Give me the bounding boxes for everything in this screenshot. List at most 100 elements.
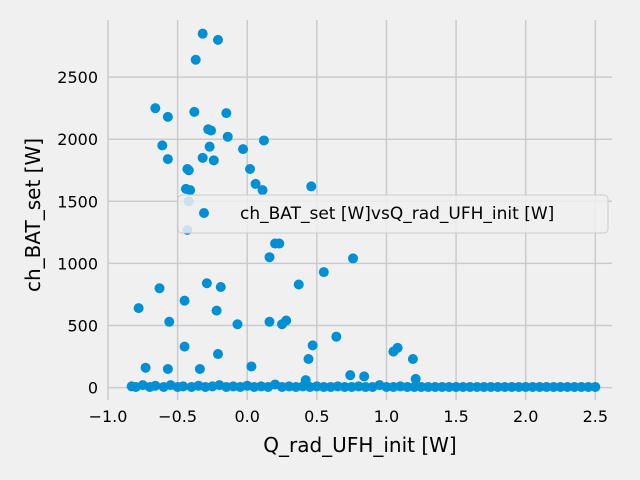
scatter-point <box>506 381 517 392</box>
data-points <box>126 28 601 392</box>
x-tick-label: −1.0 <box>89 407 128 426</box>
y-tick-label: 1500 <box>57 192 98 211</box>
scatter-point <box>423 381 434 392</box>
scatter-point <box>185 185 196 196</box>
scatter-point <box>164 316 175 327</box>
scatter-point <box>402 381 413 392</box>
y-tick-label: 0 <box>88 379 98 398</box>
scatter-point <box>464 381 475 392</box>
scatter-point <box>499 381 510 392</box>
scatter-point <box>360 381 371 392</box>
scatter-point <box>534 381 545 392</box>
scatter-point <box>381 381 392 392</box>
scatter-point <box>590 381 601 392</box>
scatter-point <box>150 380 161 391</box>
scatter-point <box>208 155 219 166</box>
scatter-point <box>513 381 524 392</box>
x-tick-label: 0.0 <box>234 407 259 426</box>
scatter-point <box>250 178 261 189</box>
x-axis-label: Q_rad_UFH_init [W] <box>263 433 456 457</box>
scatter-point <box>154 283 165 294</box>
scatter-point <box>222 131 233 142</box>
scatter-point <box>245 164 256 175</box>
scatter-point <box>162 154 173 165</box>
y-tick-label: 500 <box>67 316 98 335</box>
scatter-point <box>478 381 489 392</box>
scatter-point <box>140 362 151 373</box>
scatter-point <box>527 381 538 392</box>
scatter-point <box>318 381 329 392</box>
scatter-point <box>345 370 356 381</box>
scatter-point <box>416 381 427 392</box>
scatter-point <box>201 278 212 289</box>
scatter-point <box>437 381 448 392</box>
y-tick-label: 1000 <box>57 254 98 273</box>
scatter-point <box>409 381 420 392</box>
scatter-point <box>194 363 205 374</box>
scatter-point <box>293 279 304 290</box>
scatter-point <box>410 373 421 384</box>
scatter-point <box>212 349 223 360</box>
scatter-point <box>211 305 222 316</box>
scatter-point <box>179 295 190 306</box>
scatter-point <box>274 238 285 249</box>
y-axis-label: ch_BAT_set [W] <box>21 138 45 292</box>
x-axis-ticks: −1.0 −0.5 0.0 0.5 1.0 1.5 2.0 2.5 <box>89 407 608 426</box>
scatter-point <box>258 135 269 146</box>
scatter-point <box>520 381 531 392</box>
scatter-point <box>331 331 342 342</box>
scatter-point <box>162 111 173 122</box>
scatter-point <box>264 316 275 327</box>
scatter-point <box>189 106 200 117</box>
scatter-point <box>264 252 275 263</box>
scatter-point <box>179 341 190 352</box>
scatter-point <box>576 381 587 392</box>
scatter-point <box>150 103 161 114</box>
scatter-point <box>458 381 469 392</box>
scatter-point <box>407 354 418 365</box>
scatter-point <box>246 361 257 372</box>
y-tick-label: 2500 <box>57 68 98 87</box>
scatter-point <box>178 381 189 392</box>
scatter-point <box>348 253 359 264</box>
scatter-point <box>162 363 173 374</box>
legend-label: ch_BAT_set [W]vsQ_rad_UFH_init [W] <box>240 204 554 224</box>
scatter-point <box>232 319 243 330</box>
x-tick-label: 0.5 <box>304 407 329 426</box>
scatter-point <box>277 319 288 330</box>
scatter-point <box>339 381 350 392</box>
scatter-point <box>197 152 208 163</box>
scatter-point <box>215 281 226 292</box>
scatter-point <box>190 54 201 65</box>
scatter-point <box>541 381 552 392</box>
x-tick-label: 1.5 <box>443 407 468 426</box>
scatter-point <box>303 354 314 365</box>
scatter-point <box>133 303 144 314</box>
scatter-point <box>359 371 370 382</box>
scatter-point <box>388 346 399 357</box>
legend-marker <box>199 208 209 218</box>
x-tick-label: −0.5 <box>158 407 197 426</box>
scatter-point <box>583 381 594 392</box>
y-axis-ticks: 0 500 1000 1500 2000 2500 <box>57 68 98 397</box>
x-tick-label: 2.5 <box>583 407 608 426</box>
x-tick-label: 2.0 <box>513 407 538 426</box>
scatter-point <box>485 381 496 392</box>
scatter-point <box>307 340 318 351</box>
scatter-point <box>306 181 317 192</box>
legend-box <box>177 194 609 234</box>
scatter-point <box>183 165 194 176</box>
legend: ch_BAT_set [W]vsQ_rad_UFH_init [W] <box>177 194 609 234</box>
y-tick-label: 2000 <box>57 130 98 149</box>
scatter-point <box>492 381 503 392</box>
scatter-point <box>197 28 208 39</box>
scatter-point <box>548 381 559 392</box>
scatter-point <box>562 381 573 392</box>
x-tick-label: 1.0 <box>374 407 399 426</box>
scatter-point <box>238 144 249 155</box>
scatter-point <box>257 185 268 196</box>
scatter-point <box>555 381 566 392</box>
scatter-point <box>471 381 482 392</box>
scatter-point <box>221 108 232 119</box>
